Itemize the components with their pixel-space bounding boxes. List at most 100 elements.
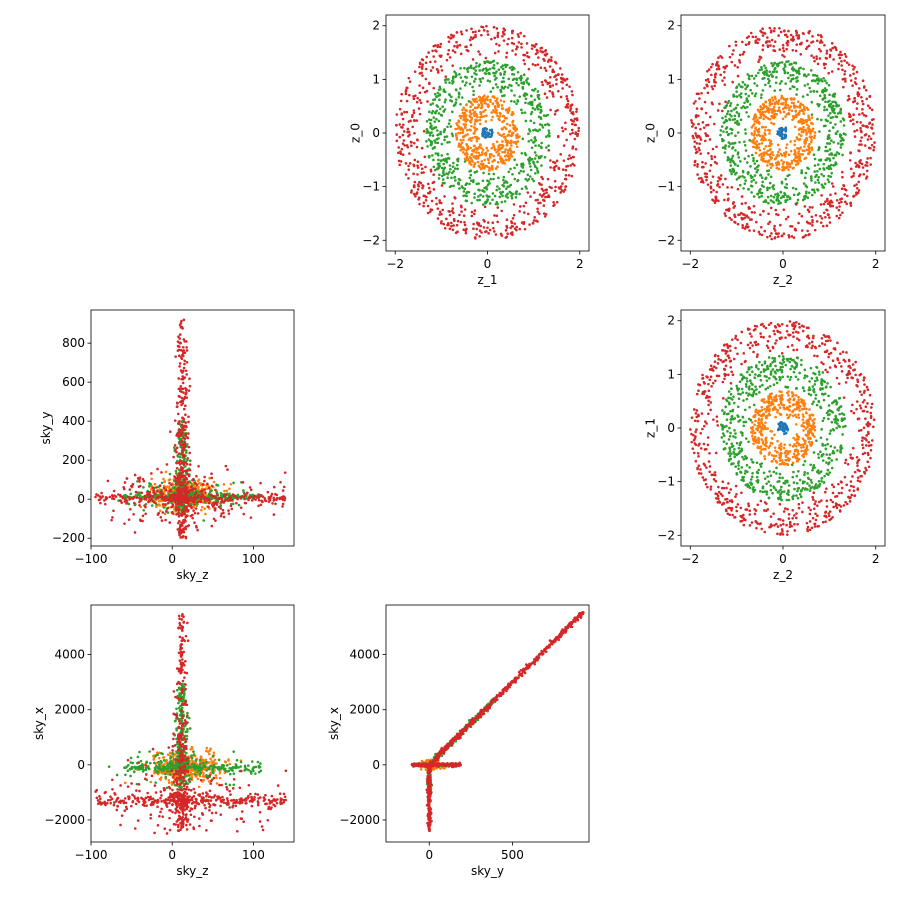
data-point bbox=[801, 95, 805, 98]
data-point bbox=[485, 185, 488, 189]
data-point bbox=[839, 146, 843, 149]
data-point bbox=[820, 194, 823, 197]
data-point bbox=[457, 131, 460, 135]
data-point bbox=[436, 69, 440, 72]
data-point bbox=[478, 229, 482, 232]
data-point bbox=[484, 108, 487, 112]
data-point bbox=[840, 59, 843, 63]
data-point bbox=[448, 93, 451, 96]
data-point bbox=[509, 141, 513, 144]
data-point bbox=[517, 41, 521, 44]
data-point bbox=[807, 125, 811, 128]
data-point bbox=[422, 201, 426, 205]
scatter-points bbox=[94, 318, 287, 540]
data-point bbox=[849, 151, 852, 154]
data-point bbox=[512, 150, 516, 154]
data-point bbox=[855, 193, 858, 196]
data-point bbox=[713, 84, 716, 88]
data-point bbox=[557, 89, 560, 93]
data-point bbox=[718, 185, 721, 189]
data-point bbox=[399, 150, 402, 153]
data-point bbox=[779, 152, 783, 156]
data-point bbox=[424, 165, 427, 169]
data-point bbox=[511, 233, 514, 237]
data-point bbox=[744, 225, 748, 229]
data-point bbox=[571, 162, 575, 166]
data-point bbox=[759, 188, 762, 191]
data-point bbox=[500, 143, 504, 147]
data-point bbox=[840, 200, 843, 204]
data-point bbox=[456, 219, 460, 223]
data-point bbox=[754, 127, 757, 130]
data-point bbox=[460, 141, 464, 144]
data-point bbox=[575, 107, 578, 111]
data-point bbox=[500, 134, 504, 137]
data-point bbox=[809, 132, 812, 135]
data-point bbox=[498, 147, 502, 150]
data-point bbox=[735, 111, 739, 114]
data-point bbox=[818, 167, 822, 171]
data-point bbox=[433, 168, 437, 172]
data-point bbox=[761, 44, 765, 47]
data-point bbox=[464, 183, 468, 187]
data-point bbox=[857, 164, 861, 168]
data-point bbox=[763, 133, 767, 137]
data-point bbox=[742, 50, 746, 54]
data-point bbox=[795, 88, 799, 91]
data-point bbox=[755, 159, 759, 163]
data-point bbox=[440, 154, 444, 157]
data-point bbox=[163, 512, 167, 516]
data-point bbox=[711, 198, 714, 202]
data-point bbox=[786, 43, 789, 47]
data-point bbox=[808, 143, 811, 146]
data-point bbox=[764, 138, 767, 141]
data-point bbox=[475, 61, 478, 65]
data-point bbox=[536, 51, 539, 54]
data-point bbox=[791, 35, 795, 39]
data-point bbox=[794, 49, 798, 53]
data-point bbox=[551, 91, 554, 94]
data-point bbox=[502, 76, 505, 80]
data-point bbox=[754, 113, 757, 117]
data-point bbox=[469, 43, 473, 47]
data-point bbox=[111, 516, 114, 519]
data-point bbox=[486, 79, 490, 82]
data-point bbox=[867, 146, 871, 150]
data-point bbox=[735, 90, 738, 93]
data-point bbox=[470, 124, 473, 128]
data-point bbox=[419, 101, 423, 105]
data-point bbox=[160, 499, 163, 503]
data-point bbox=[843, 59, 846, 63]
data-point bbox=[246, 491, 249, 495]
data-point bbox=[529, 168, 533, 172]
data-point bbox=[799, 66, 802, 70]
data-point bbox=[785, 41, 789, 45]
data-point bbox=[761, 34, 765, 37]
data-point bbox=[796, 159, 799, 163]
data-point bbox=[827, 167, 831, 171]
data-point bbox=[857, 94, 860, 98]
data-point bbox=[777, 154, 781, 157]
data-point bbox=[747, 76, 751, 80]
data-point bbox=[776, 195, 779, 199]
data-point bbox=[513, 94, 516, 97]
data-point bbox=[740, 195, 744, 198]
data-point bbox=[443, 100, 447, 104]
data-point bbox=[704, 111, 708, 115]
data-point bbox=[543, 66, 547, 70]
data-point bbox=[803, 194, 807, 198]
data-point bbox=[759, 174, 762, 177]
data-point bbox=[854, 161, 857, 165]
data-point bbox=[460, 210, 463, 213]
data-point bbox=[477, 29, 481, 33]
data-point bbox=[151, 499, 155, 503]
data-point bbox=[475, 157, 478, 160]
data-point bbox=[726, 101, 730, 105]
data-point bbox=[852, 68, 855, 71]
data-point bbox=[796, 105, 799, 109]
data-point bbox=[800, 229, 804, 232]
data-point bbox=[721, 183, 725, 186]
data-point bbox=[488, 80, 492, 83]
data-point bbox=[787, 108, 791, 112]
data-point bbox=[834, 46, 838, 50]
